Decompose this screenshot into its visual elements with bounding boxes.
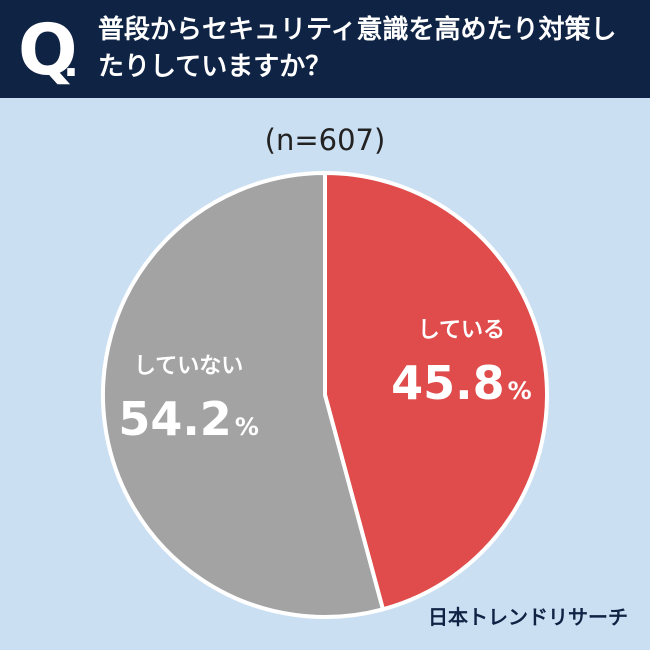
question-header: Q . 普段からセキュリティ意識を高めたり対策したりしていますか？ [0, 0, 650, 98]
slice-value-no: 54.2% [118, 392, 259, 446]
slice-label-no: していない [134, 354, 243, 379]
pie-slices [100, 171, 549, 619]
sample-size: (n=607) [264, 123, 386, 157]
question-text: 普段からセキュリティ意識を高めたり対策したりしていますか？ [98, 15, 617, 82]
pie-slice-no [100, 171, 385, 619]
brand-logo: 日本トレンドリサーチ [428, 605, 628, 629]
question-dot: . [63, 37, 79, 86]
pie-slice-yes [323, 171, 549, 612]
slice-value-yes: 45.8% [391, 356, 532, 410]
slice-label-yes: している [418, 318, 505, 343]
pie-labels: している 45.8 % していない 54.2% [118, 318, 531, 446]
question-mark: Q [18, 9, 78, 91]
